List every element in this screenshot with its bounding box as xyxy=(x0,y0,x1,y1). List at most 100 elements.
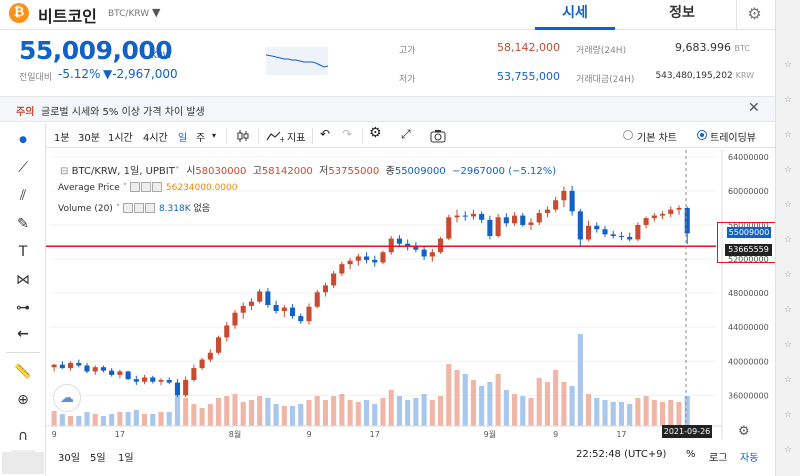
tab-info[interactable]: 정보 xyxy=(669,5,695,21)
coin-pair[interactable]: BTC/KRW xyxy=(108,9,150,19)
volume-bar xyxy=(125,412,131,426)
candle-body xyxy=(405,243,411,247)
volume-bar xyxy=(528,398,534,426)
candle-body xyxy=(396,238,402,244)
cloud-icon[interactable]: ☁ xyxy=(53,384,81,412)
crosshair-dot-icon[interactable]: ● xyxy=(19,135,27,145)
star-icon[interactable]: ☆ xyxy=(784,60,793,70)
star-icon[interactable]: ☆ xyxy=(784,270,793,280)
tradingview-label[interactable]: 트레이딩뷰 xyxy=(710,133,756,144)
candle-type-icon[interactable] xyxy=(236,129,250,143)
volume-bar xyxy=(676,402,682,426)
y-tick-label: 40000000 xyxy=(728,357,769,366)
toolbar-divider xyxy=(226,128,227,144)
star-icon[interactable]: ☆ xyxy=(784,410,793,420)
interval-dropdown-icon[interactable]: ▾ xyxy=(212,131,217,140)
volume-bar xyxy=(322,400,328,426)
chevron-down-icon[interactable]: ▼ xyxy=(152,6,161,19)
auto-toggle[interactable]: 자동 xyxy=(740,453,759,464)
volume-24h-value: 9,683.996 BTC xyxy=(675,41,750,54)
range-1d[interactable]: 1일 xyxy=(118,453,134,464)
brush-icon[interactable]: ✎ xyxy=(17,216,29,232)
interval-4h[interactable]: 4시간 xyxy=(143,133,168,144)
fullscreen-icon[interactable]: ⤢ xyxy=(401,127,411,141)
interval-1h[interactable]: 1시간 xyxy=(108,133,133,144)
star-icon[interactable]: ☆ xyxy=(784,130,793,140)
interval-week[interactable]: 주 xyxy=(196,133,206,144)
indicator-button[interactable]: 지표 xyxy=(287,133,306,144)
high-label: 고가 xyxy=(399,46,416,56)
amount-24h-value: 543,480,195,202 KRW xyxy=(655,71,754,81)
y-tick-label: 44000000 xyxy=(728,323,769,332)
camera-icon[interactable] xyxy=(430,129,446,143)
tools-divider xyxy=(6,352,40,353)
bitcoin-logo-icon: ₿ xyxy=(9,3,29,23)
candle-body xyxy=(676,207,682,210)
volume-bar xyxy=(553,370,559,426)
indicator-icon[interactable]: + xyxy=(266,129,284,143)
volume-bar xyxy=(273,404,279,426)
trend-line-icon[interactable]: ⟋ xyxy=(18,160,28,176)
redo-icon[interactable]: ↷ xyxy=(342,127,353,141)
star-icon[interactable]: ☆ xyxy=(784,305,793,315)
tab-quote[interactable]: 시세 xyxy=(535,0,615,30)
volume-bar xyxy=(684,396,690,426)
star-icon[interactable]: ☆ xyxy=(784,445,793,455)
candle-body xyxy=(454,215,460,218)
gear-icon[interactable]: ⚙ xyxy=(736,0,772,30)
candle-body xyxy=(602,229,608,235)
low-label: 저가 xyxy=(399,75,416,85)
basic-chart-label[interactable]: 기본 차트 xyxy=(637,133,677,144)
basic-chart-radio[interactable] xyxy=(623,130,633,140)
ruler-icon[interactable]: 📏 xyxy=(14,364,32,380)
time-axis: 9 17 8월 9 17 9월 9 17 xyxy=(46,425,722,439)
star-icon[interactable]: ☆ xyxy=(784,200,793,210)
candle-body xyxy=(273,305,279,311)
pattern-tool-icon[interactable]: ⋈ xyxy=(16,272,30,288)
price-chart[interactable]: 64000000 60000000 56000000 52000000 48000000… xyxy=(46,150,775,440)
undo-icon[interactable]: ↶ xyxy=(320,127,331,141)
interval-day[interactable]: 일 xyxy=(178,133,188,144)
tradingview-radio[interactable] xyxy=(697,130,707,140)
arrow-left-icon[interactable]: ← xyxy=(17,326,29,342)
volume-bar xyxy=(76,416,82,426)
coin-name[interactable]: 비트코인 xyxy=(38,7,97,26)
volume-bar xyxy=(405,400,411,426)
volume-bar xyxy=(68,416,74,426)
volume-bar xyxy=(281,406,287,426)
volume-bar xyxy=(306,400,312,426)
market-header: ₿ 비트코인 BTC/KRW ▼ 시세 정보 ⚙ xyxy=(0,0,775,30)
star-icon[interactable]: ☆ xyxy=(784,375,793,385)
star-icon[interactable]: ☆ xyxy=(784,95,793,105)
star-icon[interactable]: ☆ xyxy=(784,340,793,350)
candle-body xyxy=(618,236,624,238)
interval-1m[interactable]: 1분 xyxy=(54,133,70,144)
star-icon[interactable]: ☆ xyxy=(784,235,793,245)
axis-settings-icon[interactable]: ⚙ xyxy=(738,424,750,439)
candle-body xyxy=(322,285,328,293)
volume-bar xyxy=(248,400,254,426)
x-tick-label: 17 xyxy=(370,430,380,439)
fib-tool-icon[interactable]: ⫽ xyxy=(19,188,27,204)
settings-icon[interactable]: ⚙ xyxy=(369,125,382,141)
text-tool-icon[interactable]: T xyxy=(18,244,28,260)
candle-body xyxy=(429,252,435,257)
prediction-tool-icon[interactable]: ⊶ xyxy=(16,300,30,316)
star-icon[interactable]: ☆ xyxy=(784,165,793,175)
range-30d[interactable]: 30일 xyxy=(58,453,80,464)
trash-icon[interactable] xyxy=(2,452,44,474)
zoom-in-icon[interactable]: ⊕ xyxy=(17,392,29,408)
candle-body xyxy=(84,365,90,372)
close-icon[interactable]: ✕ xyxy=(748,100,760,116)
legend-symbol: BTC/KRW, 1일, UPBIT xyxy=(71,166,175,177)
percent-toggle[interactable]: % xyxy=(686,449,696,460)
candle-body xyxy=(668,209,674,214)
candle-body xyxy=(109,370,115,375)
range-5d[interactable]: 5일 xyxy=(90,453,106,464)
volume-bar xyxy=(216,398,222,426)
candle-body xyxy=(635,224,641,240)
interval-30m[interactable]: 30분 xyxy=(78,133,100,144)
volume-bar xyxy=(594,398,600,426)
log-toggle[interactable]: 로그 xyxy=(709,453,728,464)
magnet-icon[interactable]: ∩ xyxy=(17,428,29,444)
